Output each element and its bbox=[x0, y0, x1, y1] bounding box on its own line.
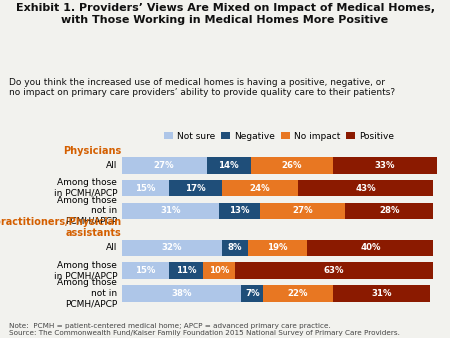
Bar bbox=[333, 285, 430, 301]
Text: 7%: 7% bbox=[245, 289, 260, 298]
Text: 17%: 17% bbox=[185, 184, 206, 193]
Text: 31%: 31% bbox=[160, 207, 180, 215]
Text: 11%: 11% bbox=[176, 266, 196, 275]
Text: 22%: 22% bbox=[288, 289, 308, 298]
Bar bbox=[260, 203, 345, 219]
Text: 10%: 10% bbox=[209, 266, 230, 275]
Text: 8%: 8% bbox=[228, 243, 242, 252]
Bar bbox=[307, 240, 433, 256]
Text: 19%: 19% bbox=[267, 243, 288, 252]
Text: 28%: 28% bbox=[379, 207, 400, 215]
Text: 13%: 13% bbox=[230, 207, 250, 215]
Bar bbox=[169, 262, 203, 279]
Bar bbox=[251, 157, 333, 174]
Text: 24%: 24% bbox=[250, 184, 270, 193]
Bar bbox=[122, 262, 169, 279]
Bar bbox=[222, 240, 248, 256]
Bar bbox=[263, 285, 333, 301]
Text: 27%: 27% bbox=[292, 207, 313, 215]
Legend: Not sure, Negative, No impact, Positive: Not sure, Negative, No impact, Positive bbox=[160, 128, 398, 144]
Bar bbox=[122, 157, 207, 174]
Bar bbox=[122, 240, 222, 256]
Text: 31%: 31% bbox=[371, 289, 392, 298]
Text: Physicians: Physicians bbox=[63, 146, 122, 156]
Bar bbox=[203, 262, 235, 279]
Text: 63%: 63% bbox=[324, 266, 344, 275]
Text: 40%: 40% bbox=[360, 243, 381, 252]
Text: Nurse practitioners/Physician
assistants: Nurse practitioners/Physician assistants bbox=[0, 217, 122, 238]
Text: 33%: 33% bbox=[374, 161, 395, 170]
Bar bbox=[222, 180, 298, 196]
Bar bbox=[333, 157, 436, 174]
Bar bbox=[298, 180, 433, 196]
Bar bbox=[241, 285, 263, 301]
Text: 15%: 15% bbox=[135, 266, 155, 275]
Bar bbox=[122, 285, 241, 301]
Text: 14%: 14% bbox=[218, 161, 239, 170]
Text: 15%: 15% bbox=[135, 184, 155, 193]
Text: 43%: 43% bbox=[356, 184, 376, 193]
Text: 26%: 26% bbox=[281, 161, 302, 170]
Text: 32%: 32% bbox=[162, 243, 182, 252]
Text: 27%: 27% bbox=[154, 161, 174, 170]
Text: Exhibit 1. Providers’ Views Are Mixed on Impact of Medical Homes,
with Those Wor: Exhibit 1. Providers’ Views Are Mixed on… bbox=[15, 3, 435, 25]
Text: Note:  PCMH = patient-centered medical home; APCP = advanced primary care practi: Note: PCMH = patient-centered medical ho… bbox=[9, 323, 400, 336]
Bar bbox=[345, 203, 433, 219]
Bar bbox=[122, 203, 219, 219]
Bar bbox=[235, 262, 433, 279]
Bar bbox=[122, 180, 169, 196]
Bar bbox=[219, 203, 260, 219]
Bar bbox=[248, 240, 307, 256]
Bar bbox=[207, 157, 251, 174]
Bar bbox=[169, 180, 222, 196]
Text: Do you think the increased use of medical homes is having a positive, negative, : Do you think the increased use of medica… bbox=[9, 78, 395, 97]
Text: 38%: 38% bbox=[171, 289, 192, 298]
